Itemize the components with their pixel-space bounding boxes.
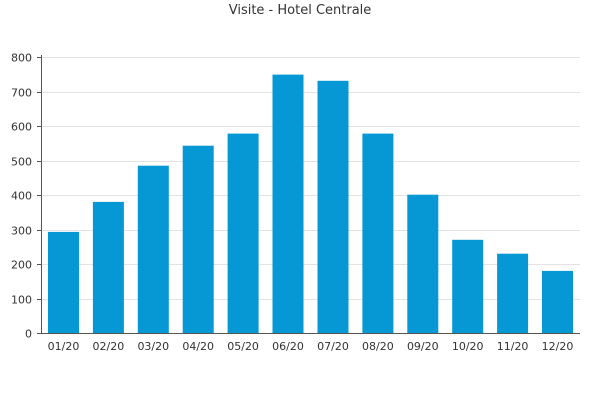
tick-labels: 0 100 200 300 400 500 600 700 800 01/20 02/20 03/20…	[11, 52, 573, 354]
bar-12-20	[542, 270, 573, 333]
y-tick-label: 200	[11, 259, 32, 272]
x-tick-label: 12/20	[542, 340, 574, 353]
bar-02-20	[92, 201, 124, 333]
y-tick-label: 0	[25, 328, 32, 341]
x-tick-label: 01/20	[48, 340, 80, 353]
x-tick-label: 10/20	[452, 340, 484, 353]
bar-11-20	[497, 253, 529, 333]
y-tick-label: 800	[11, 52, 32, 65]
x-tick-label: 02/20	[93, 340, 125, 353]
y-tick-label: 700	[11, 87, 32, 100]
x-tick-label: 09/20	[407, 340, 439, 353]
y-tick-label: 600	[11, 121, 32, 134]
chart-title: Visite - Hotel Centrale	[228, 3, 372, 18]
x-tick-label: 04/20	[182, 340, 214, 353]
axes	[37, 55, 580, 334]
y-tick-label: 400	[11, 190, 32, 203]
bar-05-20	[227, 133, 259, 333]
x-tick-label: 06/20	[272, 340, 304, 353]
bar-07-20	[317, 80, 349, 333]
gridlines	[41, 57, 580, 300]
y-tick-label: 500	[11, 156, 32, 169]
bar-01-20	[48, 231, 79, 333]
bar-08-20	[362, 133, 394, 333]
y-tick-label: 100	[11, 294, 32, 307]
x-tick-label: 07/20	[317, 340, 349, 353]
x-tick-label: 11/20	[497, 340, 529, 353]
x-tick-label: 03/20	[137, 340, 169, 353]
bar-10-20	[452, 239, 484, 333]
x-tick-label: 08/20	[362, 340, 394, 353]
bar-09-20	[407, 194, 439, 333]
bar-06-20	[272, 74, 304, 333]
bars	[48, 74, 573, 333]
x-tick-label: 05/20	[227, 340, 259, 353]
bar-04-20	[182, 145, 214, 333]
y-tick-label: 300	[11, 225, 32, 238]
bar-03-20	[137, 165, 169, 333]
